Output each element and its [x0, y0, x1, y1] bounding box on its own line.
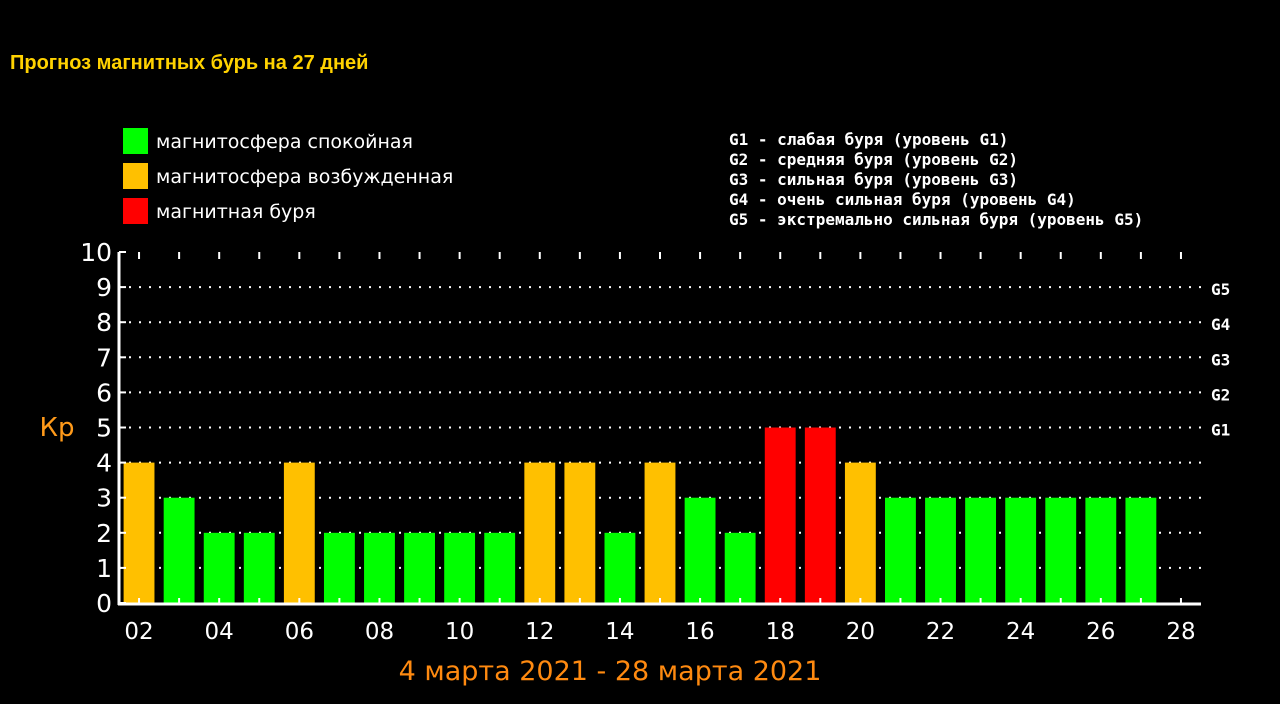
- right-tick-label-G2: G2: [1211, 385, 1230, 404]
- x-tick-label-20: 20: [846, 619, 875, 645]
- x-tick-label-16: 16: [685, 619, 714, 645]
- legend-label-calm: магнитосфера спокойная: [156, 131, 413, 153]
- bar-day-9: [404, 532, 435, 604]
- axes: [117, 251, 1201, 606]
- y-tick-label-3: 3: [96, 484, 112, 513]
- bar-day-8: [364, 532, 395, 604]
- right-axis-ticks: G1 G2 G3 G4 G5: [1211, 280, 1230, 439]
- x-tick-label-08: 08: [365, 619, 394, 645]
- y-axis-label: Кр: [40, 413, 75, 443]
- bar-day-2: [123, 462, 155, 604]
- bar-day-26: [1085, 497, 1117, 604]
- bars: [123, 427, 1157, 604]
- right-tick-label-G4: G4: [1211, 315, 1230, 334]
- x-tick-label-22: 22: [926, 619, 955, 645]
- x-tick-label-14: 14: [605, 619, 634, 645]
- bar-day-21: [885, 497, 916, 604]
- bar-day-10: [444, 532, 476, 604]
- y-tick-label-2: 2: [96, 519, 112, 548]
- y-tick-label-0: 0: [96, 589, 112, 618]
- y-tick-label-10: 10: [80, 238, 112, 267]
- bar-day-6: [283, 462, 315, 604]
- y-tick-label-5: 5: [96, 414, 112, 443]
- storm-scale-line-g2: G2 - средняя буря (уровень G2): [729, 150, 1018, 169]
- bar-day-15: [644, 462, 676, 604]
- y-tick-label-8: 8: [96, 308, 112, 337]
- legend-swatch-storm: [123, 198, 148, 224]
- bar-day-22: [925, 497, 956, 604]
- bar-day-5: [243, 532, 275, 604]
- storm-scale-legend: G1 - слабая буря (уровень G1)G2 - средня…: [729, 130, 1143, 229]
- right-tick-label-G1: G1: [1211, 421, 1230, 440]
- x-tick-label-06: 06: [285, 619, 314, 645]
- bar-day-13: [564, 462, 596, 604]
- x-axis-ticks: 02 04 06 08 10 12 14 16 18 20 22 24 26 28: [124, 619, 1195, 645]
- x-tick-label-24: 24: [1006, 619, 1035, 645]
- storm-scale-line-g4: G4 - очень сильная буря (уровень G4): [729, 190, 1076, 209]
- bar-day-16: [684, 497, 716, 604]
- storm-scale-line-g1: G1 - слабая буря (уровень G1): [729, 130, 1008, 149]
- x-tick-label-02: 02: [124, 619, 153, 645]
- legend-label-excited: магнитосфера возбужденная: [156, 166, 453, 188]
- y-tick-label-7: 7: [96, 343, 112, 372]
- bar-day-18: [764, 427, 796, 604]
- legend-swatch-calm: [123, 128, 148, 154]
- x-axis-label: 4 марта 2021 - 28 марта 2021: [399, 656, 822, 687]
- bar-day-27: [1125, 497, 1157, 604]
- x-tick-label-10: 10: [445, 619, 474, 645]
- x-tick-label-12: 12: [525, 619, 554, 645]
- right-tick-label-G5: G5: [1211, 280, 1230, 299]
- x-tick-label-28: 28: [1166, 619, 1195, 645]
- chart-title: Прогноз магнитных бурь на 27 дней: [10, 52, 368, 74]
- bar-day-12: [524, 462, 556, 604]
- y-tick-label-4: 4: [96, 449, 112, 478]
- legend-label-storm: магнитная буря: [156, 201, 316, 223]
- bar-day-19: [804, 427, 836, 604]
- y-tick-label-1: 1: [96, 554, 112, 583]
- bar-day-25: [1045, 497, 1077, 604]
- legend-swatch-excited: [123, 163, 148, 189]
- legend: магнитосфера спокойная магнитосфера возбу…: [123, 128, 453, 224]
- bar-day-11: [484, 532, 516, 604]
- x-tick-label-18: 18: [766, 619, 795, 645]
- bar-day-14: [604, 532, 636, 604]
- bar-day-24: [1005, 497, 1037, 604]
- bar-day-7: [323, 532, 355, 604]
- x-tick-label-04: 04: [205, 619, 234, 645]
- bar-day-23: [965, 497, 997, 604]
- storm-scale-line-g5: G5 - экстремально сильная буря (уровень …: [729, 210, 1143, 229]
- y-tick-label-6: 6: [96, 378, 112, 407]
- right-tick-label-G3: G3: [1211, 350, 1230, 369]
- bar-day-3: [163, 497, 195, 604]
- storm-scale-line-g3: G3 - сильная буря (уровень G3): [729, 170, 1018, 189]
- bar-day-17: [724, 532, 756, 604]
- y-tick-label-9: 9: [96, 273, 112, 302]
- bar-day-4: [203, 532, 235, 604]
- y-axis-ticks: 0 1 2 3 4 5 6 7 8 9 10: [80, 238, 112, 618]
- bar-day-20: [844, 462, 876, 604]
- x-tick-label-26: 26: [1086, 619, 1115, 645]
